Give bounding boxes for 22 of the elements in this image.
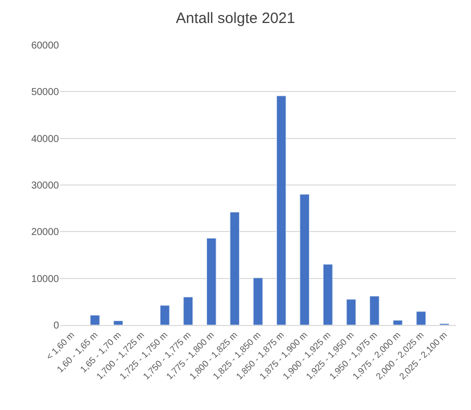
y-tick-label: 50000	[31, 87, 60, 98]
bar	[392, 320, 403, 325]
bar	[183, 296, 194, 325]
chart-title: Antall solgte 2021	[176, 10, 296, 27]
y-tick-label: 0	[53, 320, 60, 332]
bar	[276, 96, 286, 325]
y-tick-label: 40000	[31, 134, 60, 145]
bar	[300, 194, 310, 325]
bar	[160, 305, 170, 325]
bar	[370, 296, 380, 325]
bar	[416, 311, 426, 325]
bar	[322, 264, 333, 325]
bar	[346, 299, 356, 325]
bar	[206, 238, 216, 325]
y-tick-label: 30000	[31, 180, 60, 192]
bar	[113, 320, 124, 325]
bar	[230, 212, 240, 325]
bar	[253, 278, 263, 325]
y-tick-label: 60000	[31, 40, 60, 52]
y-tick-label: 20000	[31, 227, 60, 238]
bar	[90, 314, 100, 325]
y-tick-label: 10000	[31, 274, 60, 285]
